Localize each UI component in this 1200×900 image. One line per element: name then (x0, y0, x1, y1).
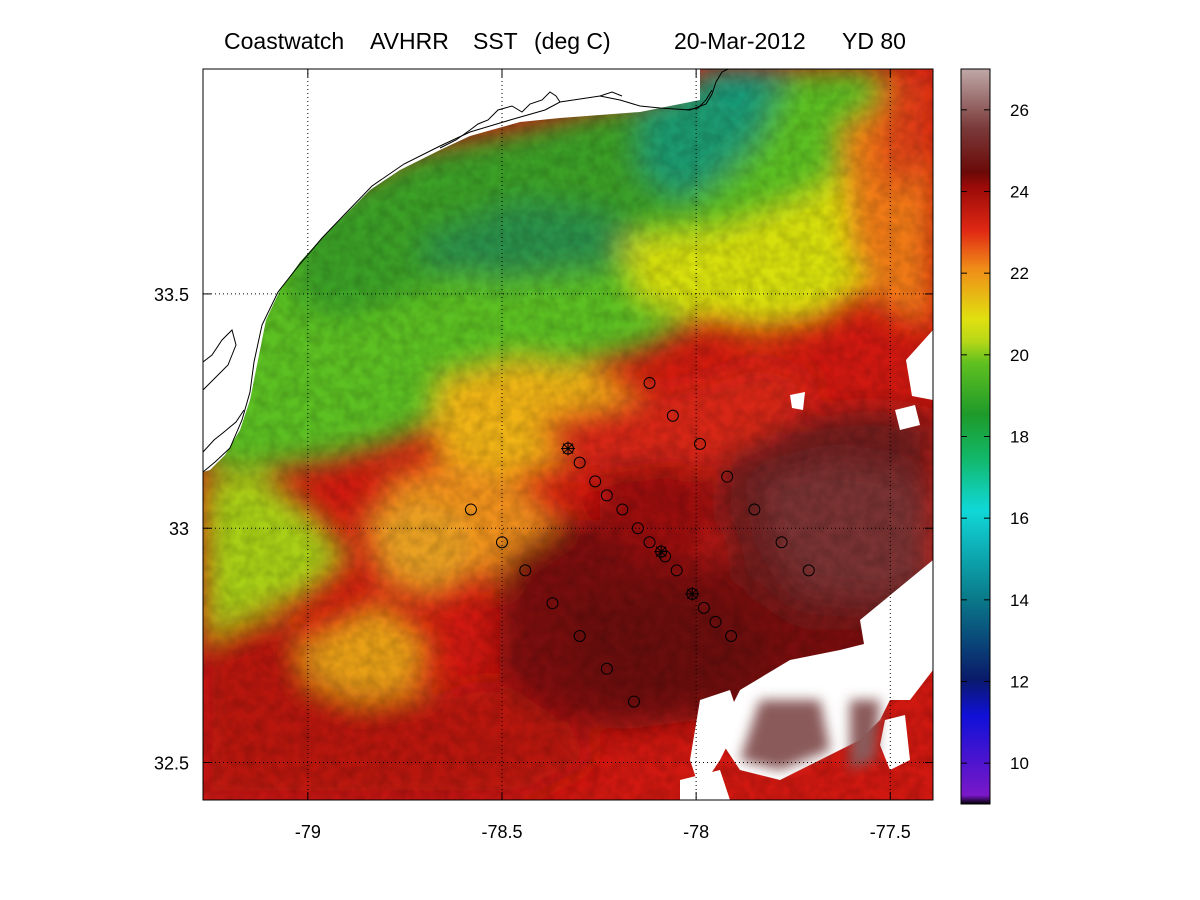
station-star-marker (654, 544, 669, 559)
station-circle-marker (600, 662, 613, 675)
map-frame (202, 68, 934, 801)
colorbar-tick-label: 26 (1010, 101, 1029, 120)
graticule (203, 69, 933, 800)
title-sensor: AVHRR (370, 28, 449, 54)
colorbar-tick-label: 18 (1010, 428, 1029, 447)
station-circle-marker (694, 437, 707, 450)
colorbar-ticks: 10 12 14 16 18 20 22 24 26 (961, 101, 1029, 773)
y-tick-label: 32.5 (154, 754, 189, 774)
station-circle-marker (775, 536, 788, 549)
station-circle-marker (589, 475, 602, 488)
station-circle-marker (643, 376, 656, 389)
station-circle-marker (546, 597, 559, 610)
station-circle-marker (519, 564, 532, 577)
station-circle-marker (573, 456, 586, 469)
title-source: Coastwatch (224, 28, 345, 54)
station-circle-marker (721, 470, 734, 483)
x-tick-label: -79 (295, 822, 321, 842)
station-circle-marker (643, 536, 656, 549)
station-circle-marker (573, 629, 586, 642)
land-area (203, 69, 729, 473)
station-circle-marker (748, 503, 761, 516)
x-tick-label: -78 (683, 822, 709, 842)
station-circle-marker (600, 489, 613, 502)
station-circle-marker (709, 615, 722, 628)
station-circle-marker (628, 695, 641, 708)
title-date: 20-Mar-2012 (674, 28, 806, 54)
y-tick-label: 33 (169, 519, 189, 539)
colorbar-tick-label: 20 (1010, 346, 1029, 365)
colorbar-tick-label: 22 (1010, 264, 1029, 283)
title-variable: SST (473, 28, 518, 54)
station-circle-marker (659, 550, 672, 563)
colorbar-tick-label: 10 (1010, 754, 1029, 773)
colorbar-tick-label: 16 (1010, 509, 1029, 528)
colorbar-tick-label: 24 (1010, 183, 1029, 202)
map-axes: -79 -78.5 -78 -77.5 33.5 33 32.5 (154, 69, 933, 842)
title-units: (deg C) (534, 28, 611, 54)
map-title: Coastwatch AVHRR SST (deg C) 20-Mar-2012… (0, 28, 1200, 58)
colorbar: 10 12 14 16 18 20 22 24 26 (960, 68, 1029, 805)
station-star-marker (685, 586, 700, 601)
station-star-marker (561, 441, 575, 456)
title-yearday: YD 80 (842, 28, 906, 54)
station-circle-marker (495, 536, 508, 549)
y-tick-label: 33.5 (154, 285, 189, 305)
x-tick-label: -77.5 (870, 822, 911, 842)
colorbar-tick-label: 14 (1010, 591, 1029, 610)
sst-field (203, 69, 933, 800)
station-markers (464, 376, 815, 708)
station-circle-marker (616, 503, 629, 516)
station-circle-marker (802, 564, 815, 577)
station-circle-marker (697, 601, 710, 614)
station-circle-marker (725, 629, 738, 642)
x-tick-label: -78.5 (481, 822, 522, 842)
colorbar-tick-label: 12 (1010, 673, 1029, 692)
station-circle-marker (631, 522, 644, 535)
station-circle-marker (464, 503, 477, 516)
station-circle-marker (670, 564, 683, 577)
station-circle-marker (666, 409, 679, 422)
